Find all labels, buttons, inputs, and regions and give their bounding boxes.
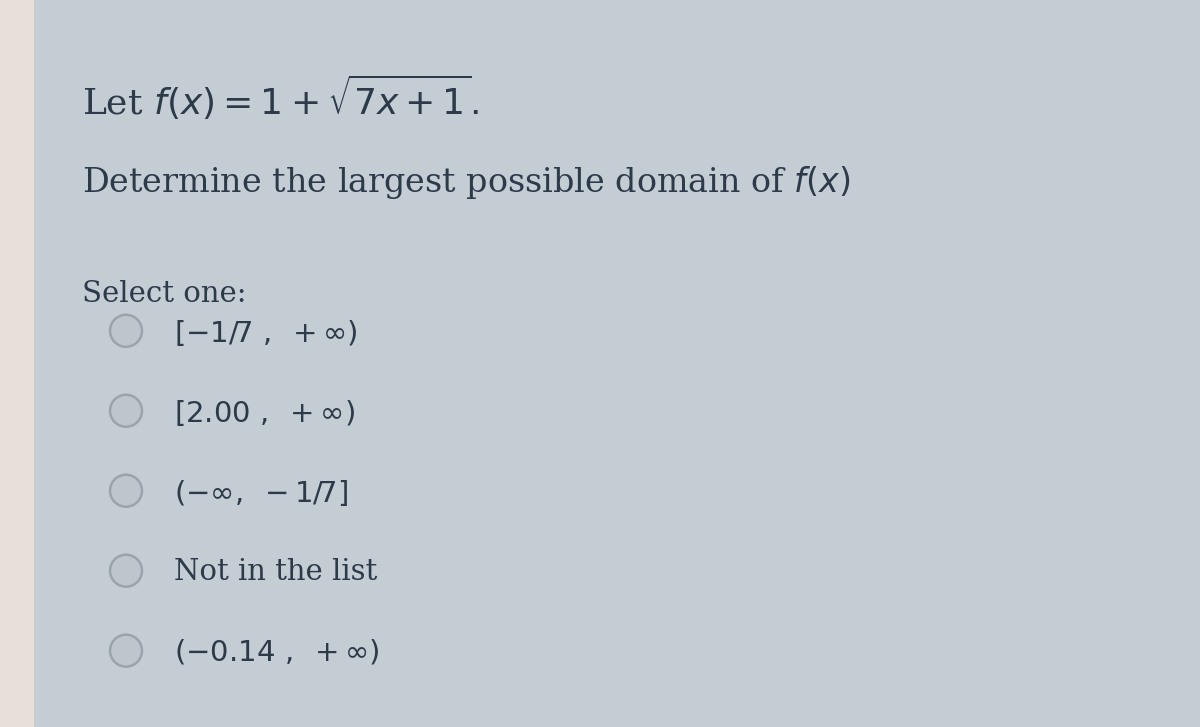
Text: $[2.00\ ,\ +\infty)$: $[2.00\ ,\ +\infty)$ [174,398,355,427]
Text: $[-1/7\ ,\ +\infty)$: $[-1/7\ ,\ +\infty)$ [174,318,358,348]
Bar [0,0,34,727]
Text: Determine the largest possible domain of $f(x)$: Determine the largest possible domain of… [82,164,850,201]
Text: Let $f(x) = 1 + \sqrt{7x + 1}.$: Let $f(x) = 1 + \sqrt{7x + 1}.$ [82,73,479,122]
Text: $(-0.14\ ,\ +\infty)$: $(-0.14\ ,\ +\infty)$ [174,638,379,667]
Ellipse shape [110,555,142,587]
Text: $(-\infty,\ -1/7]$: $(-\infty,\ -1/7]$ [174,478,348,507]
Ellipse shape [110,395,142,427]
Text: Not in the list: Not in the list [174,558,377,586]
Ellipse shape [110,315,142,347]
Ellipse shape [110,475,142,507]
Ellipse shape [110,635,142,667]
Text: Select one:: Select one: [82,280,246,308]
